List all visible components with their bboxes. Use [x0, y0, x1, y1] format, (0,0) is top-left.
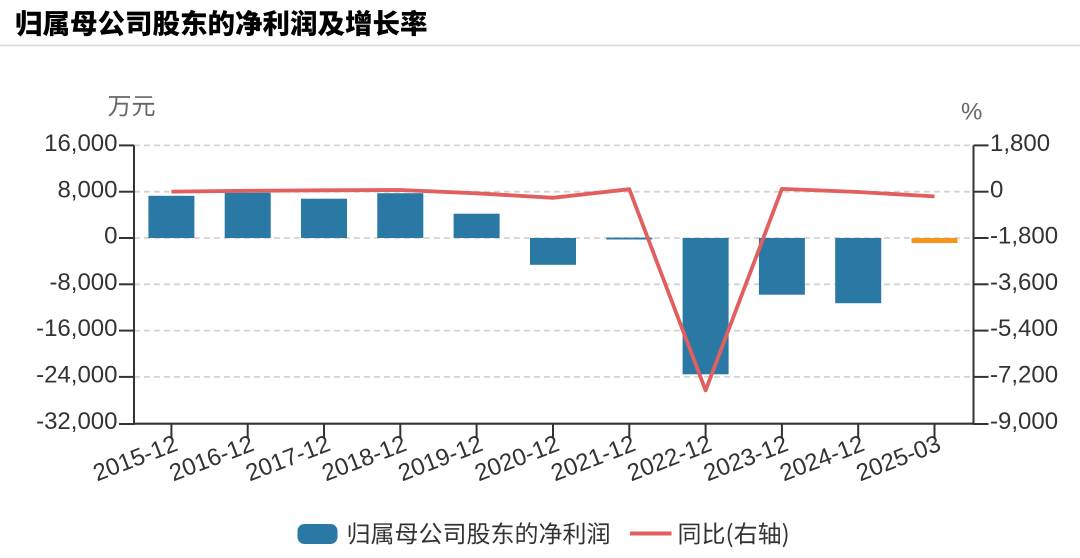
svg-text:0: 0: [104, 223, 117, 250]
svg-text:-1,800: -1,800: [990, 223, 1058, 250]
svg-text:-9,000: -9,000: [990, 408, 1058, 435]
svg-text:-16,000: -16,000: [36, 315, 117, 342]
svg-text:-5,400: -5,400: [990, 315, 1058, 342]
svg-text:0: 0: [990, 176, 1003, 203]
svg-text:-32,000: -32,000: [36, 408, 117, 435]
svg-text:-24,000: -24,000: [36, 362, 117, 389]
svg-text:1,800: 1,800: [990, 130, 1050, 157]
svg-text:-7,200: -7,200: [990, 362, 1058, 389]
svg-text:-8,000: -8,000: [49, 269, 117, 296]
svg-text:-3,600: -3,600: [990, 269, 1058, 296]
svg-text:16,000: 16,000: [44, 130, 117, 157]
svg-text:8,000: 8,000: [57, 176, 117, 203]
svg-text:%: %: [961, 99, 982, 126]
